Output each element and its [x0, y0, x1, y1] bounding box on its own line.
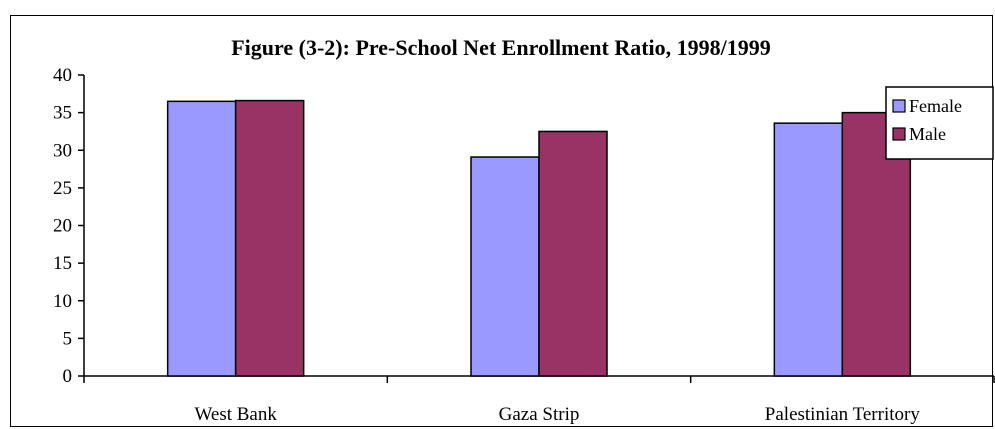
y-tick-label: 25: [53, 178, 72, 199]
bar-male-1: [234, 99, 305, 377]
bar-female-3: [773, 122, 844, 377]
y-tick-label: 30: [53, 140, 72, 161]
y-tick-label: 5: [63, 328, 73, 349]
legend-box: [885, 86, 994, 160]
y-tick-label: 35: [53, 103, 72, 124]
y-tick-label: 0: [63, 366, 73, 387]
x-axis: West Bank Gaza Strip Palestinian Territory: [83, 375, 995, 425]
y-tick-label: 15: [53, 253, 72, 274]
legend-label-female: Female: [909, 96, 962, 116]
x-category-label: Gaza Strip: [499, 404, 580, 425]
y-tick-label: 20: [53, 216, 72, 237]
y-tick-label: 40: [53, 65, 72, 86]
bars-group: [166, 99, 912, 377]
legend-swatch-male: [892, 127, 906, 141]
legend-swatch-female: [892, 99, 906, 113]
x-category-label: West Bank: [194, 404, 277, 425]
bar-female-2: [470, 156, 540, 377]
y-axis: 0 5 10 15 20 25 30 35 40: [53, 65, 85, 387]
bar-male-2: [538, 130, 608, 377]
bar-female-1: [166, 100, 237, 377]
y-tick-label: 10: [53, 291, 72, 312]
x-category-label: Palestinian Territory: [765, 404, 921, 425]
legend-label-male: Male: [909, 124, 946, 144]
chart-title: Figure (3-2): Pre-School Net Enrollment …: [231, 35, 771, 60]
legend: Female Male: [885, 86, 994, 160]
